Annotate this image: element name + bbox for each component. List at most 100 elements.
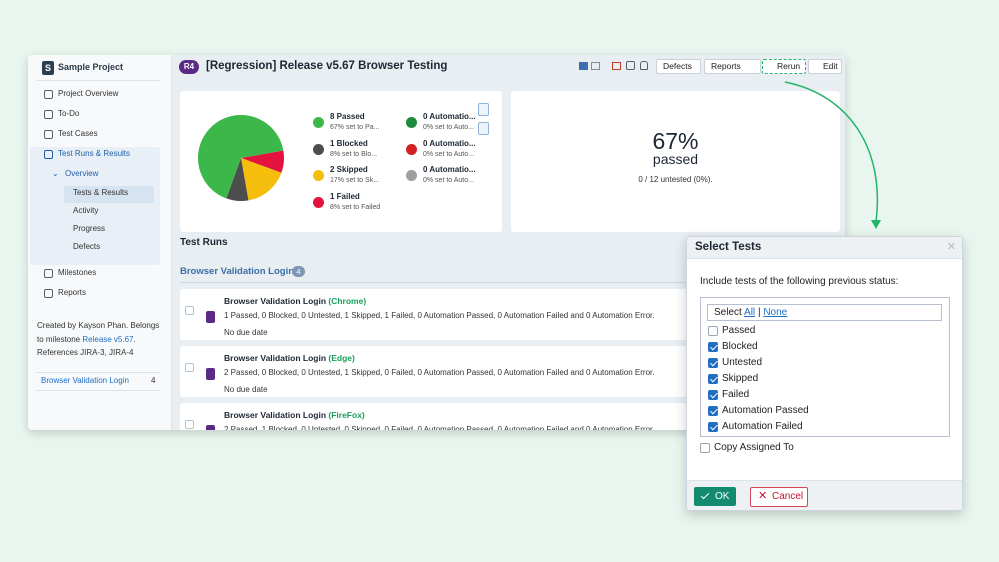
checkbox[interactable] [708,326,718,336]
close-button[interactable]: × [947,238,956,255]
pie-chart [198,115,284,201]
legend-dot [313,196,324,208]
select-tests-dialog: Select Tests × Include tests of the foll… [686,236,963,511]
ok-button[interactable]: OK [694,487,736,506]
nav-item[interactable]: Test Cases [58,129,98,138]
legend-title: 0 Automatio... [423,112,476,121]
legend-dot [406,170,417,181]
toolbar-button[interactable]: Reports [704,59,761,74]
checkbox[interactable] [700,443,710,453]
legend-dot [313,117,324,128]
pie-slice [241,158,282,201]
dialog-header [687,237,962,259]
run-browser: (Chrome) [328,296,367,306]
project-name[interactable]: Sample Project [58,62,124,72]
run-title[interactable]: Browser Validation Login (Chrome) [224,296,366,306]
summary-panel: 8 Passed 67% set to Pa... 1 Blocked 8% set … [180,91,502,232]
legend-sub: 0% set to Auto... [423,177,474,184]
legend-sub: 0% set to Auto... [423,124,474,131]
checkbox[interactable] [708,422,718,432]
nav-icon [44,90,53,99]
cancel-button[interactable]: Cancel [750,487,808,507]
group-count: 4 [292,266,305,277]
run-name[interactable]: Browser Validation Login [224,410,327,420]
run-title: [Regression] Release v5.67 Browser Testi… [206,60,448,72]
legend-title: 1 Blocked [330,138,368,148]
run-browser: (Edge) [328,353,355,363]
checkbox[interactable] [185,363,194,372]
export-icon[interactable] [478,122,489,135]
cancel-icon: ✕ [758,490,768,502]
nav-item[interactable]: Milestones [58,268,97,277]
legend-title: 2 Skipped [330,165,368,174]
checkbox[interactable] [708,390,718,400]
desc-text: . References JIRA-3, JIRA-4 [37,334,136,358]
export-icon[interactable] [478,103,489,116]
option-label: Automation Failed [722,421,803,432]
sidebar: S Sample Project Project Overview To-Do Te… [28,55,172,430]
status-box [700,297,950,437]
checkbox[interactable] [185,306,194,315]
select-field: Select All | None [707,304,942,321]
icon[interactable] [612,62,621,70]
nav-item[interactable]: To-Do [58,109,80,118]
select-none[interactable]: None [763,307,788,318]
run-summary: 2 Passed, 1 Blocked, 0 Untested, 0 Skipp… [224,425,655,430]
milestone-link[interactable]: Release v5.67 [82,334,134,344]
icon[interactable] [579,62,588,70]
desc-text: Created by Kayson Phan. Belongs to miles… [37,321,160,344]
select-label: Select [714,307,742,318]
run-icon [206,425,215,430]
nav-item[interactable]: Test Runs & Results [58,149,131,158]
legend-sub: 8% set to Blo... [330,150,378,158]
run-name[interactable]: Browser Validation Login [224,353,327,363]
icon[interactable] [626,61,635,70]
run-icon [206,368,215,380]
checkbox[interactable] [708,374,718,384]
pie-slice [226,158,249,201]
untested-text: 0 / 12 untested (0%). [638,175,713,184]
icon[interactable] [591,62,600,70]
select-all[interactable]: All [744,307,756,318]
nav-item[interactable]: Project Overview [58,89,119,98]
nav-icon [44,289,53,298]
divider [36,372,160,373]
stats-panel: 67% passed 0 / 12 untested (0%). [511,91,840,232]
run-browser: (FireFox) [328,410,365,420]
legend-sub: 0% set to Auto... [423,150,474,158]
arrow-head [871,220,881,229]
run-title[interactable]: Browser Validation Login (FireFox) [224,410,365,420]
nav-item[interactable]: Tests & Results [73,188,129,197]
nav-item[interactable]: Defects [73,242,101,251]
toolbar-button[interactable]: Rerun [762,59,806,74]
option-label: Passed [722,325,756,336]
nav-icon [44,150,53,159]
run-title[interactable]: Browser Validation Login (Edge) [224,353,355,363]
run-name[interactable]: Browser Validation Login [224,296,327,306]
nav-item[interactable]: Overview [65,169,99,178]
nav-item[interactable]: Activity [73,206,99,215]
pass-percent: 67% [652,128,699,154]
legend-dot [313,170,324,181]
nav-icon [44,269,53,278]
toolbar-button[interactable]: Defects [656,59,701,74]
pie-slice [198,115,284,199]
nav-icon [44,130,53,139]
checkbox[interactable] [185,420,194,429]
nav-icon [44,110,53,119]
group-name[interactable]: Browser Validation Login [180,266,295,277]
dialog-prompt: Include tests of the following previous … [700,276,899,287]
pass-label: passed [652,151,699,167]
checkbox[interactable] [708,406,718,416]
run-link[interactable]: Browser Validation Login [41,376,129,385]
nav-item[interactable]: Progress [73,224,106,233]
divider [36,80,160,81]
section-heading: Test Runs [180,237,228,248]
checkbox[interactable] [708,358,718,368]
checkbox[interactable] [708,342,718,352]
nav-item[interactable]: Reports [58,288,87,297]
icon[interactable] [640,61,648,70]
toolbar-button[interactable]: Edit [808,59,842,74]
dialog-title: Select Tests [695,241,762,253]
